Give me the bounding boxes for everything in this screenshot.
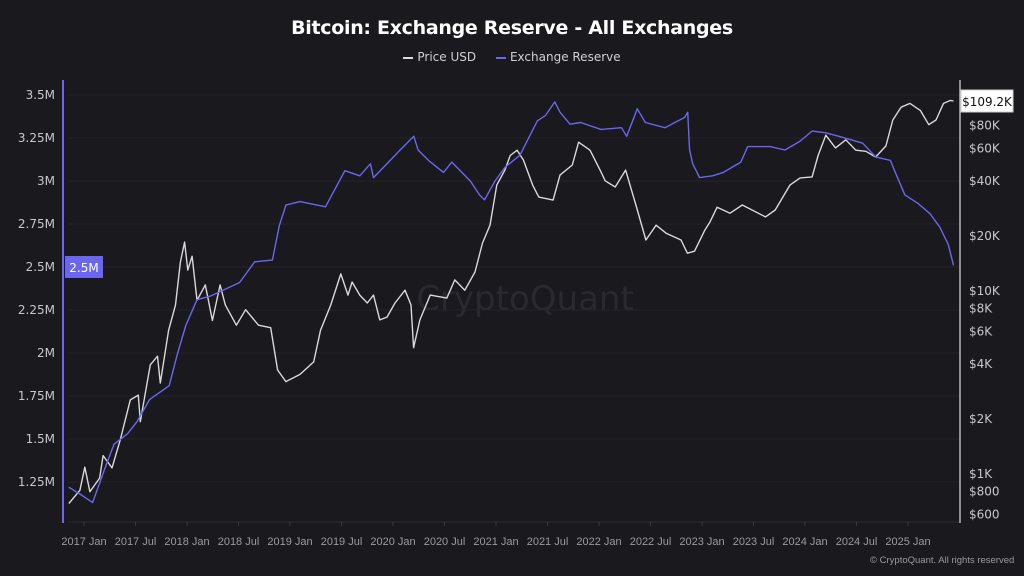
x-axis-tick-label: 2020 Jan [370,536,415,548]
x-axis-tick-label: 2022 Jan [576,536,621,548]
x-axis-tick-label: 2022 Jul [630,536,672,548]
x-axis-tick-label: 2024 Jul [836,536,878,548]
x-axis-tick-label: 2018 Jan [164,536,209,548]
left-axis-tick-label: 2.25M [18,303,55,317]
right-axis-tick-label: $600 [969,508,1000,522]
x-axis-tick-label: 2020 Jul [424,536,466,548]
price-current-badge [960,89,1014,113]
left-axis-tick-label: 1.5M [26,432,55,446]
exchange-reserve-line [68,101,955,504]
right-axis-tick-label: $2K [969,412,993,426]
right-axis-tick-label: $80K [969,119,1001,133]
reserve-current-badge [65,256,103,278]
legend-item-price[interactable]: Price USD [403,50,476,64]
right-axis-tick-label: $20K [969,229,1001,243]
legend-swatch-price [403,56,414,59]
left-axis-tick-label: 1.25M [18,475,55,489]
watermark: CryptoQuant [416,279,634,319]
x-axis-tick-label: 2017 Jan [61,536,106,548]
right-axis-tick-label: $4K [969,357,993,371]
left-axis-tick-label: 3M [37,174,55,188]
x-axis-tick-label: 2024 Jan [782,536,827,548]
legend: Price USD Exchange Reserve [0,50,1024,64]
left-axis-tick-label: 2.75M [18,217,55,231]
x-axis-tick-label: 2017 Jul [115,536,157,548]
left-axis-tick-label: 2.5M [26,260,55,274]
x-axis-tick-label: 2023 Jan [679,536,724,548]
x-axis-tick-label: 2021 Jul [527,536,569,548]
right-axis-tick-label: $40K [969,174,1001,188]
x-axis-tick-label: 2021 Jan [473,536,518,548]
legend-item-reserve[interactable]: Exchange Reserve [495,50,621,64]
price-usd-line [68,99,954,504]
chart-title: Bitcoin: Exchange Reserve - All Exchange… [291,17,733,39]
left-axis-tick-label: 1.75M [18,389,55,403]
left-axis-tick-label: 3.5M [26,88,55,102]
legend-label-price: Price USD [417,50,477,64]
left-axis-tick-label: 2M [37,346,55,360]
x-axis-tick-label: 2023 Jul [733,536,775,548]
price-current-label: $109.2K [962,95,1013,109]
reserve-current-label: 2.5M [69,261,98,275]
right-axis-tick-label: $8K [969,302,993,316]
right-axis-tick-label: $60K [969,142,1001,156]
x-axis-tick-label: 2019 Jan [267,536,312,548]
x-axis-tick-label: 2018 Jul [218,536,260,548]
right-axis-tick-label: $1K [969,467,993,481]
right-axis-tick-label: $6K [969,325,993,339]
copyright-text: © CryptoQuant. All rights reserved [870,555,1015,566]
legend-swatch-reserve [495,56,506,59]
left-axis-tick-label: 3.25M [18,131,55,145]
right-axis-tick-label: $800 [969,485,1000,499]
x-axis-tick-label: 2019 Jul [321,536,363,548]
right-axis-tick-label: $10K [969,284,1001,298]
legend-label-reserve: Exchange Reserve [509,50,621,64]
x-axis-tick-label: 2025 Jan [885,536,930,548]
